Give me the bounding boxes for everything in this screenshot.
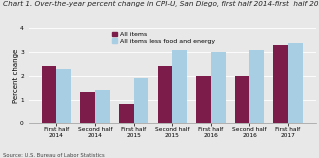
- Bar: [196, 76, 211, 123]
- Bar: [134, 78, 148, 123]
- Bar: [158, 66, 172, 123]
- Text: Source: U.S. Bureau of Labor Statistics: Source: U.S. Bureau of Labor Statistics: [3, 153, 105, 158]
- Bar: [211, 52, 226, 123]
- Legend: All items, All items less food and energy: All items, All items less food and energ…: [112, 32, 215, 44]
- Bar: [235, 76, 249, 123]
- Bar: [249, 50, 264, 123]
- Y-axis label: Percent change: Percent change: [13, 49, 19, 103]
- Text: Chart 1. Over-the-year percent change in CPI-U, San Diego, first half 2014-first: Chart 1. Over-the-year percent change in…: [3, 1, 319, 7]
- Bar: [273, 45, 288, 123]
- Bar: [80, 92, 95, 123]
- Bar: [42, 66, 56, 123]
- Bar: [95, 90, 110, 123]
- Bar: [56, 69, 71, 123]
- Bar: [288, 43, 303, 123]
- Bar: [172, 50, 187, 123]
- Bar: [119, 104, 134, 123]
